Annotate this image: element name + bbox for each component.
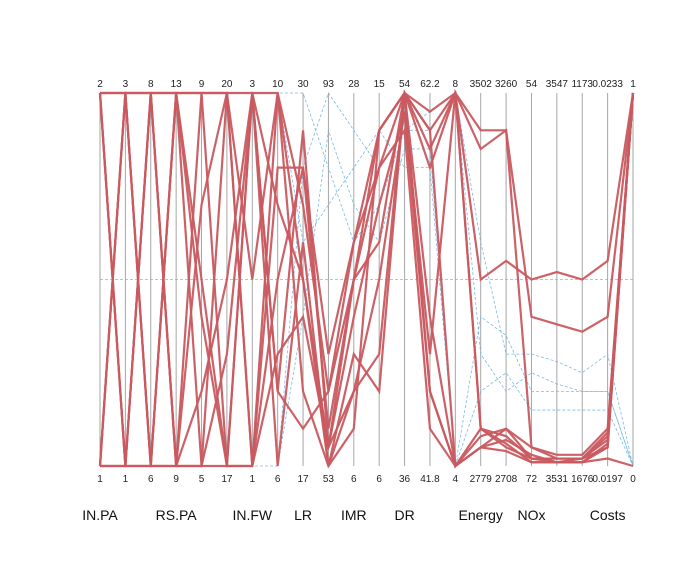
top-tick-label-19: 1173 <box>571 79 593 90</box>
bottom-tick-label-8: 17 <box>297 474 309 485</box>
bottom-tick-label-14: 4 <box>453 474 459 485</box>
highlighted-line-9 <box>98 91 635 469</box>
bottom-tick-label-7: 6 <box>275 474 281 485</box>
axis-name-4: IMR <box>341 507 367 523</box>
top-tick-label-1: 3 <box>123 79 129 90</box>
bottom-tick-labels: 1 1 6 9 5 17 1 6 17 53 6 6 36 41.8 4 2779 2708 72 3531 1676… <box>97 474 636 485</box>
bottom-tick-label-19: 1676 <box>571 474 594 485</box>
top-tick-label-15: 3502 <box>470 79 493 90</box>
bottom-tick-label-16: 2708 <box>495 474 518 485</box>
top-tick-label-16: 3260 <box>495 79 518 90</box>
bottom-tick-label-1: 1 <box>123 474 129 485</box>
bottom-tick-label-15: 2779 <box>470 474 493 485</box>
bottom-tick-label-12: 36 <box>399 474 411 485</box>
top-tick-label-12: 54 <box>399 79 411 90</box>
top-tick-label-17: 54 <box>526 79 538 90</box>
top-tick-labels: 2 3 8 13 9 20 3 10 30 93 28 15 54 62.2 8 3502 3260 54 3547… <box>97 79 636 90</box>
top-tick-label-9: 93 <box>323 79 335 90</box>
top-tick-label-14: 8 <box>453 79 459 90</box>
top-tick-label-20: 0.0233 <box>592 79 623 90</box>
bottom-tick-label-18: 3531 <box>546 474 569 485</box>
top-tick-label-8: 30 <box>297 79 309 90</box>
top-tick-label-10: 28 <box>348 79 360 90</box>
axis-name-8: Costs <box>590 507 626 523</box>
bottom-tick-label-5: 17 <box>221 474 233 485</box>
top-tick-label-3: 13 <box>171 79 183 90</box>
top-tick-label-11: 15 <box>374 79 386 90</box>
other-line-4 <box>99 92 634 467</box>
axis-name-7: NOx <box>517 507 545 523</box>
axis-name-labels: IN.PA RS.PA IN.FW LR IMR DR Energy NOx Costs <box>82 507 625 523</box>
bottom-tick-label-10: 6 <box>351 474 357 485</box>
bottom-tick-label-13: 41.8 <box>420 474 440 485</box>
bottom-tick-label-21: 0 <box>630 474 636 485</box>
bottom-tick-label-9: 53 <box>323 474 335 485</box>
top-tick-label-7: 10 <box>272 79 284 90</box>
top-tick-label-2: 8 <box>148 79 154 90</box>
axis-name-3: LR <box>294 507 312 523</box>
top-tick-label-0: 2 <box>97 79 103 90</box>
axis-name-5: DR <box>394 507 414 523</box>
bottom-tick-label-20: 0.0197 <box>592 474 623 485</box>
highlighted-line-5 <box>98 90 635 467</box>
top-tick-label-4: 9 <box>199 79 205 90</box>
axis-name-2: IN.FW <box>232 507 272 523</box>
top-tick-label-5: 20 <box>221 79 233 90</box>
bottom-tick-label-2: 6 <box>148 474 154 485</box>
axis-name-6: Energy <box>459 507 503 523</box>
top-tick-label-21: 1 <box>630 79 636 90</box>
bottom-tick-label-11: 6 <box>376 474 382 485</box>
top-tick-label-13: 62.2 <box>420 79 440 90</box>
bottom-tick-label-0: 1 <box>97 474 103 485</box>
other-line-1 <box>100 91 634 467</box>
top-tick-label-6: 3 <box>250 79 256 90</box>
bottom-tick-label-4: 5 <box>199 474 205 485</box>
highlighted-series-lines <box>98 88 635 469</box>
bottom-tick-label-3: 9 <box>173 474 179 485</box>
axis-name-1: RS.PA <box>156 507 198 523</box>
highlighted-line-7 <box>100 88 635 468</box>
bottom-tick-label-6: 1 <box>250 474 256 485</box>
axis-name-0: IN.PA <box>82 507 118 523</box>
top-tick-label-18: 3547 <box>546 79 569 90</box>
bottom-tick-label-17: 72 <box>526 474 538 485</box>
